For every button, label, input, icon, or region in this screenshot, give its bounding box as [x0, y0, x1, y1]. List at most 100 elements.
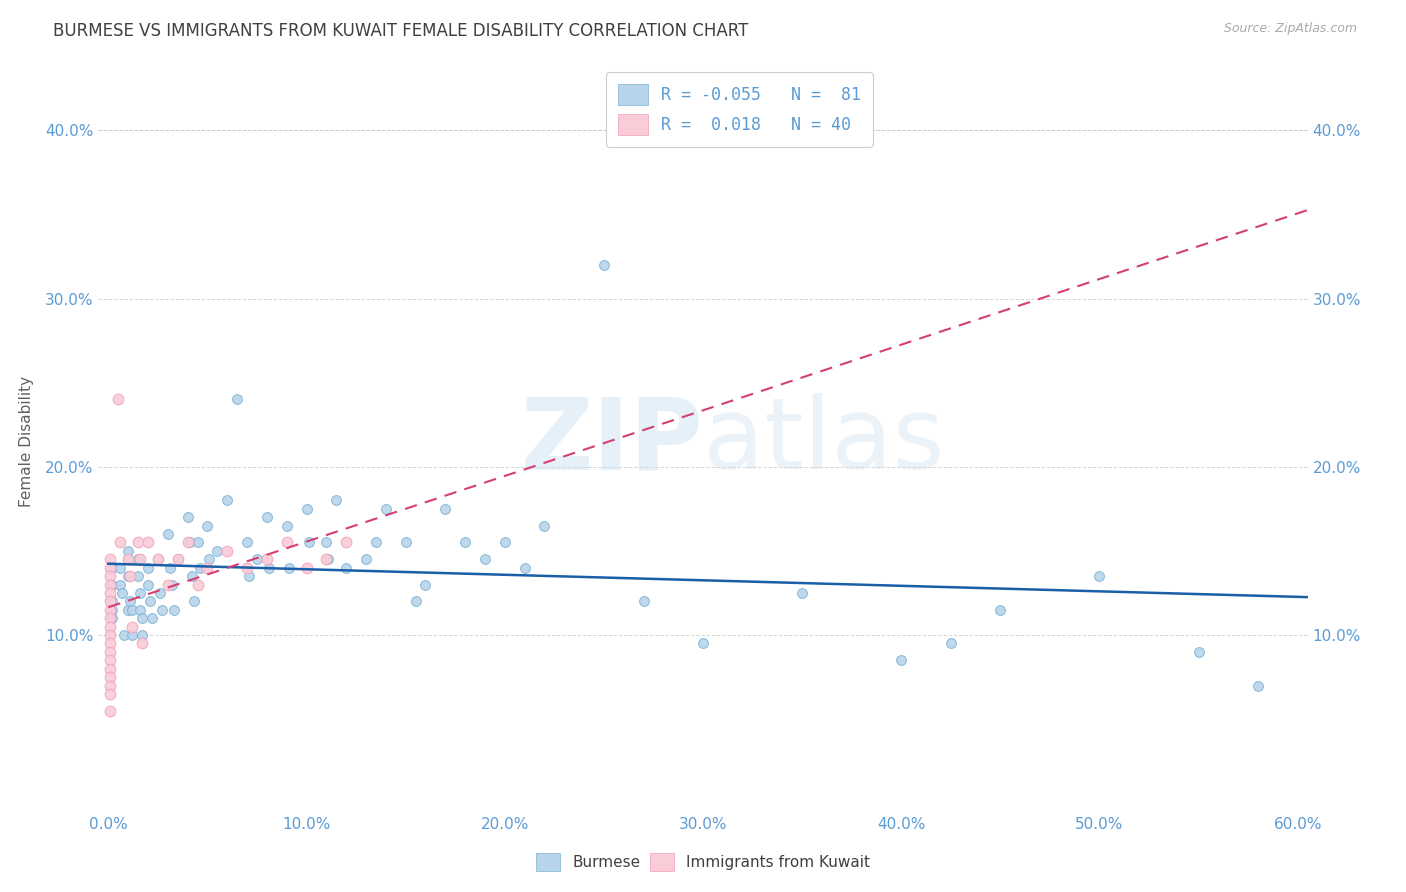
Point — [198, 552, 221, 566]
Point — [354, 552, 377, 566]
Point — [129, 603, 152, 617]
Point — [166, 552, 188, 566]
Point — [146, 552, 169, 566]
Point — [129, 586, 152, 600]
Point — [692, 636, 714, 650]
Point — [117, 603, 139, 617]
Point — [101, 577, 124, 591]
Point — [149, 586, 172, 600]
Point — [131, 611, 153, 625]
Point — [98, 594, 121, 608]
Point — [98, 662, 121, 676]
Point — [156, 527, 179, 541]
Point — [533, 518, 555, 533]
Point — [117, 552, 139, 566]
Point — [146, 552, 169, 566]
Point — [117, 552, 139, 566]
Point — [179, 535, 201, 549]
Point — [325, 493, 347, 508]
Point — [238, 569, 260, 583]
Point — [117, 569, 139, 583]
Point — [98, 679, 121, 693]
Point — [110, 577, 132, 591]
Point — [1187, 645, 1209, 659]
Point — [434, 501, 457, 516]
Point — [98, 704, 121, 718]
Point — [207, 544, 229, 558]
Point — [276, 518, 298, 533]
Point — [335, 535, 357, 549]
Point — [117, 544, 139, 558]
Point — [160, 577, 183, 591]
Point — [163, 603, 186, 617]
Point — [276, 535, 298, 549]
Point — [315, 535, 337, 549]
Legend: Burmese, Immigrants from Kuwait: Burmese, Immigrants from Kuwait — [530, 847, 876, 877]
Point — [156, 577, 179, 591]
Point — [98, 636, 121, 650]
Point — [295, 501, 318, 516]
Point — [236, 560, 259, 574]
Text: ZIP: ZIP — [520, 393, 703, 490]
Point — [127, 552, 149, 566]
Point — [111, 586, 134, 600]
Point — [256, 552, 278, 566]
Point — [415, 577, 437, 591]
Point — [217, 544, 239, 558]
Point — [98, 552, 121, 566]
Point — [98, 611, 121, 625]
Point — [318, 552, 340, 566]
Point — [295, 560, 318, 574]
Point — [121, 603, 143, 617]
Point — [141, 611, 163, 625]
Point — [101, 560, 124, 574]
Point — [166, 552, 188, 566]
Point — [121, 619, 143, 633]
Point — [939, 636, 962, 650]
Point — [139, 594, 162, 608]
Point — [364, 535, 387, 549]
Point — [98, 586, 121, 600]
Point — [395, 535, 418, 549]
Point — [98, 687, 121, 701]
Point — [374, 501, 396, 516]
Point — [277, 560, 299, 574]
Point — [256, 510, 278, 524]
Point — [136, 560, 159, 574]
Legend: R = -0.055   N =  81, R =  0.018   N = 40: R = -0.055 N = 81, R = 0.018 N = 40 — [606, 72, 873, 147]
Point — [454, 535, 477, 549]
Text: BURMESE VS IMMIGRANTS FROM KUWAIT FEMALE DISABILITY CORRELATION CHART: BURMESE VS IMMIGRANTS FROM KUWAIT FEMALE… — [53, 22, 749, 40]
Point — [110, 560, 132, 574]
Point — [176, 510, 198, 524]
Point — [98, 628, 121, 642]
Point — [226, 392, 249, 407]
Point — [593, 258, 616, 272]
Point — [180, 569, 202, 583]
Point — [186, 577, 208, 591]
Y-axis label: Female Disability: Female Disability — [18, 376, 34, 508]
Point — [1247, 679, 1270, 693]
Point — [513, 560, 536, 574]
Point — [297, 535, 319, 549]
Point — [127, 535, 149, 549]
Point — [315, 552, 337, 566]
Text: Source: ZipAtlas.com: Source: ZipAtlas.com — [1223, 22, 1357, 36]
Point — [217, 493, 239, 508]
Point — [98, 653, 121, 667]
Point — [150, 603, 173, 617]
Point — [176, 535, 198, 549]
Point — [120, 569, 142, 583]
Point — [98, 670, 121, 684]
Point — [98, 645, 121, 659]
Point — [136, 535, 159, 549]
Point — [790, 586, 813, 600]
Point — [110, 535, 132, 549]
Point — [98, 560, 121, 574]
Point — [107, 392, 129, 407]
Point — [98, 619, 121, 633]
Point — [120, 594, 142, 608]
Point — [129, 552, 152, 566]
Point — [159, 560, 181, 574]
Point — [246, 552, 269, 566]
Point — [131, 628, 153, 642]
